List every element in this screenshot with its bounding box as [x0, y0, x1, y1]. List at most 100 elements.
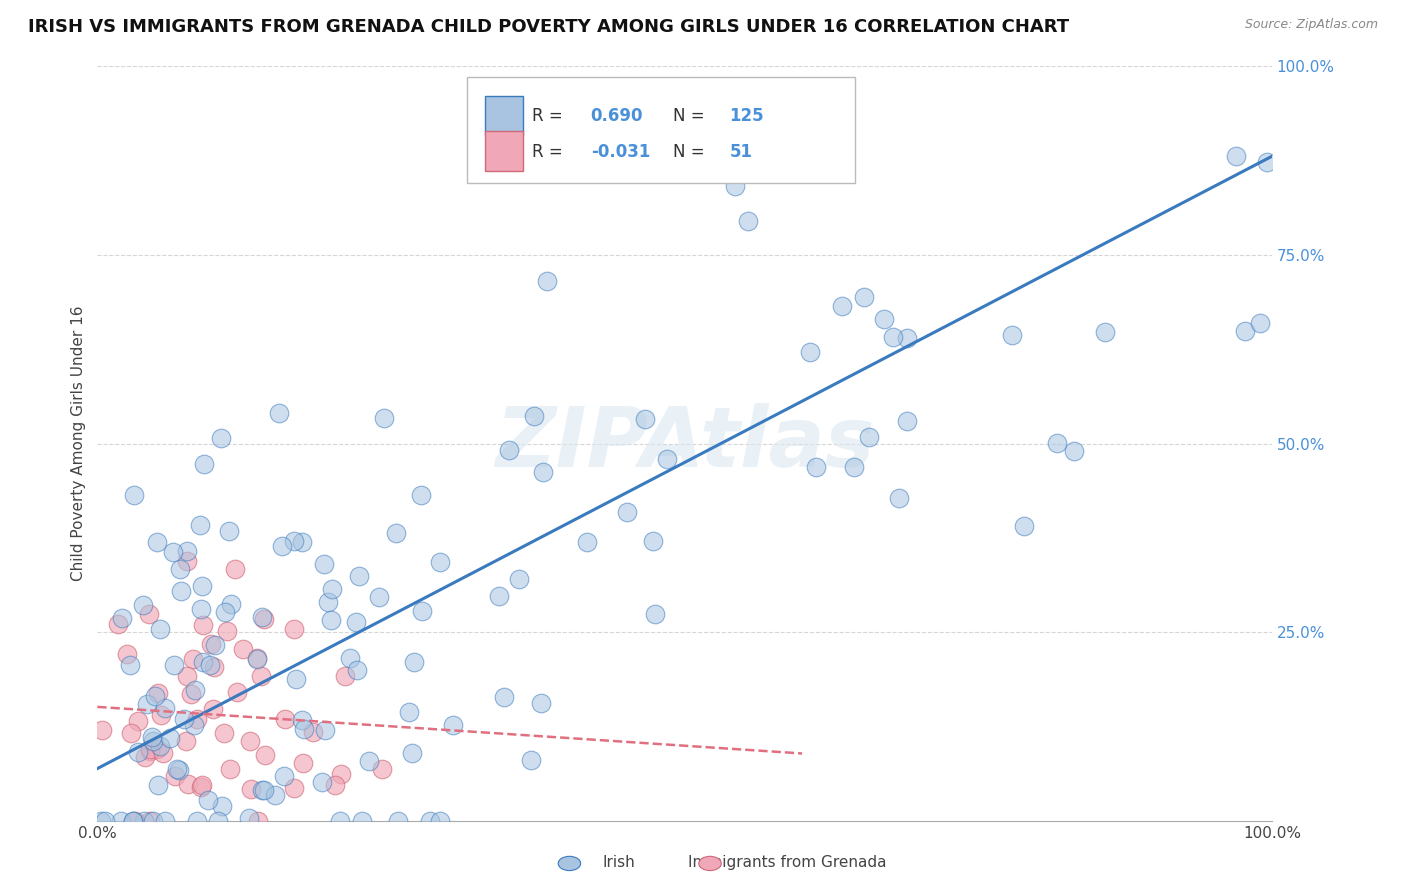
FancyBboxPatch shape	[467, 77, 855, 183]
Point	[200, 637, 222, 651]
Point	[111, 611, 134, 625]
Point	[1234, 324, 1257, 338]
Text: ZIPAtlas: ZIPAtlas	[495, 403, 875, 484]
Point	[1012, 518, 1035, 533]
Point	[197, 793, 219, 807]
Point	[124, 814, 146, 829]
Point	[239, 782, 262, 797]
Point	[520, 753, 543, 767]
Point	[887, 491, 910, 505]
Text: N =: N =	[673, 107, 710, 125]
Y-axis label: Child Poverty Among Girls Under 16: Child Poverty Among Girls Under 16	[72, 306, 86, 582]
Point	[274, 712, 297, 726]
Point	[136, 697, 159, 711]
Point	[152, 746, 174, 760]
Point	[122, 488, 145, 502]
Point	[575, 534, 598, 549]
Point	[347, 569, 370, 583]
Point	[146, 778, 169, 792]
Point	[411, 604, 433, 618]
Point	[385, 526, 408, 541]
Point	[127, 746, 149, 760]
Text: 125: 125	[730, 107, 763, 125]
Point	[339, 651, 361, 665]
Point	[193, 457, 215, 471]
Point	[191, 778, 214, 792]
Text: -0.031: -0.031	[591, 143, 650, 161]
Text: R =: R =	[531, 143, 568, 161]
Point	[177, 777, 200, 791]
Point	[844, 460, 866, 475]
Point	[186, 814, 208, 829]
Point	[387, 814, 409, 829]
Point	[1046, 436, 1069, 450]
Point	[319, 614, 342, 628]
Point	[225, 684, 247, 698]
Point	[150, 707, 173, 722]
Point	[153, 701, 176, 715]
Point	[239, 734, 262, 748]
Point	[634, 412, 657, 426]
Point	[188, 518, 211, 533]
Point	[149, 739, 172, 754]
Point	[283, 780, 305, 795]
Point	[508, 572, 530, 586]
Point	[529, 696, 551, 710]
Point	[882, 330, 904, 344]
Point	[264, 788, 287, 802]
Point	[873, 312, 896, 326]
Point	[202, 660, 225, 674]
Text: IRISH VS IMMIGRANTS FROM GRENADA CHILD POVERTY AMONG GIRLS UNDER 16 CORRELATION : IRISH VS IMMIGRANTS FROM GRENADA CHILD P…	[28, 18, 1069, 36]
Point	[291, 714, 314, 728]
Point	[191, 655, 214, 669]
Point	[429, 555, 451, 569]
Point	[498, 442, 520, 457]
Point	[523, 409, 546, 423]
Point	[831, 299, 853, 313]
Point	[616, 505, 638, 519]
Point	[132, 814, 155, 829]
Point	[401, 746, 423, 760]
Point	[163, 658, 186, 673]
Point	[284, 672, 307, 686]
Point	[169, 584, 191, 599]
Point	[311, 774, 333, 789]
Point	[224, 561, 246, 575]
Point	[176, 669, 198, 683]
Point	[163, 769, 186, 783]
Point	[204, 638, 226, 652]
Point	[404, 656, 426, 670]
Point	[232, 641, 254, 656]
Point	[419, 814, 441, 829]
Point	[253, 748, 276, 763]
Point	[120, 726, 142, 740]
Text: Source: ZipAtlas.com: Source: ZipAtlas.com	[1244, 18, 1378, 31]
Point	[139, 741, 162, 756]
Point	[238, 812, 260, 826]
Point	[90, 814, 112, 829]
Point	[312, 558, 335, 572]
Point	[799, 345, 821, 359]
Point	[896, 414, 918, 428]
Point	[283, 533, 305, 548]
Point	[138, 814, 160, 829]
Point	[429, 814, 451, 829]
FancyBboxPatch shape	[485, 131, 523, 170]
Point	[1225, 149, 1247, 163]
Point	[180, 687, 202, 701]
Point	[209, 431, 232, 445]
FancyBboxPatch shape	[485, 95, 523, 136]
Point	[214, 726, 236, 740]
Point	[657, 451, 679, 466]
Point	[176, 544, 198, 558]
Point	[211, 799, 233, 814]
Point	[253, 783, 276, 797]
Point	[132, 598, 155, 612]
Text: 51: 51	[730, 143, 752, 161]
Point	[207, 814, 229, 829]
Point	[250, 610, 273, 624]
Point	[141, 730, 163, 744]
Point	[186, 712, 208, 726]
Point	[93, 814, 115, 829]
Point	[169, 562, 191, 576]
